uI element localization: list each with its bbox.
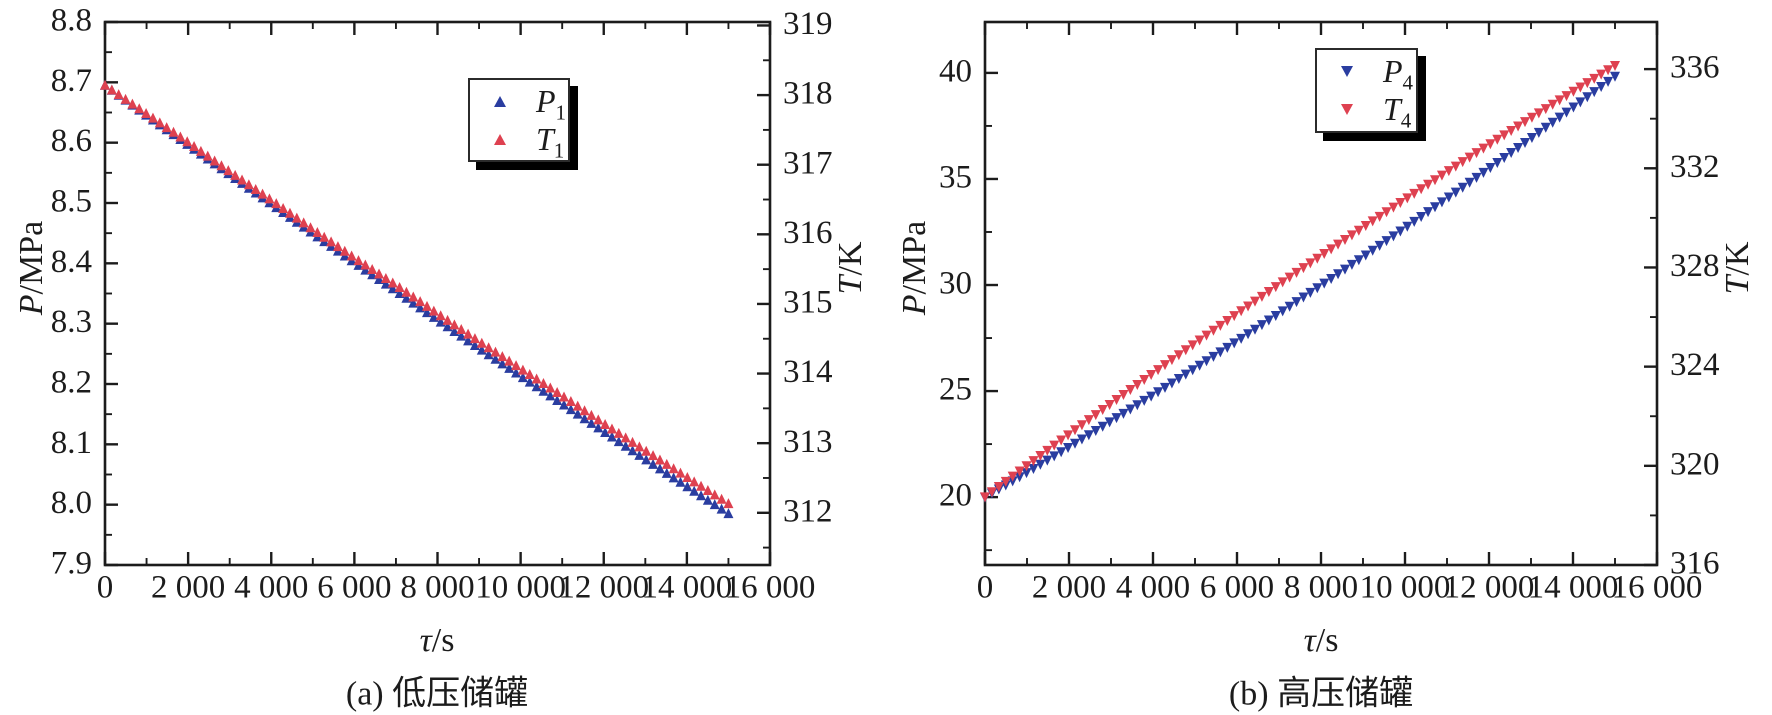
- svg-text:8 000: 8 000: [400, 570, 474, 606]
- svg-text:10 000: 10 000: [475, 570, 566, 606]
- tau-symbol: τ: [1303, 622, 1316, 659]
- legend-label-t4: T4: [1383, 91, 1412, 133]
- x-axis-label-b: τ/s: [1303, 622, 1339, 659]
- svg-text:16 000: 16 000: [1612, 570, 1703, 606]
- legend-marker-t4-triangle-icon: [1341, 104, 1353, 116]
- svg-text:8.2: 8.2: [51, 365, 92, 401]
- svg-text:332: 332: [1670, 149, 1720, 185]
- legend-label-t1: T1: [536, 120, 565, 162]
- svg-text:2 000: 2 000: [1032, 570, 1106, 606]
- legend-b: P4 T4: [1315, 48, 1418, 133]
- svg-text:2 000: 2 000: [151, 570, 225, 606]
- svg-text:12 000: 12 000: [1444, 570, 1535, 606]
- series-T4: [980, 60, 1620, 503]
- svg-text:8.5: 8.5: [51, 184, 92, 220]
- legend-item-p4: P4: [1341, 52, 1416, 95]
- svg-text:320: 320: [1670, 446, 1720, 482]
- svg-text:317: 317: [783, 145, 833, 181]
- svg-text:10 000: 10 000: [1360, 570, 1451, 606]
- pressure-symbol: P: [896, 294, 933, 316]
- svg-text:8.0: 8.0: [51, 485, 92, 521]
- legend-marker-p4-triangle-icon: [1341, 65, 1353, 77]
- svg-text:16 000: 16 000: [725, 570, 816, 606]
- legend-a: P1 T1: [468, 78, 570, 162]
- svg-text:313: 313: [783, 424, 833, 460]
- svg-text:8 000: 8 000: [1284, 570, 1358, 606]
- svg-text:20: 20: [939, 478, 972, 514]
- series-P4: [980, 71, 1620, 503]
- legend-label-p4: P4: [1383, 52, 1414, 95]
- svg-text:319: 319: [783, 6, 833, 42]
- svg-text:30: 30: [939, 266, 972, 302]
- plot-frame: [103, 20, 772, 567]
- temperature-symbol: T: [832, 275, 869, 295]
- svg-text:315: 315: [783, 285, 833, 321]
- caption-b: (b) 高压储罐: [1228, 675, 1414, 713]
- panel-a: 0 2 000 4 000 6 000 8 000 10 000 12 000 14 000 1…: [13, 3, 869, 713]
- svg-text:8.6: 8.6: [51, 123, 92, 159]
- svg-text:8.3: 8.3: [51, 304, 92, 340]
- tau-symbol: τ: [419, 622, 432, 659]
- svg-text:314: 314: [783, 354, 833, 390]
- caption-a: (a) 低压储罐: [345, 675, 529, 713]
- svg-text:316: 316: [783, 215, 833, 251]
- x-axis-label-a: τ/s: [419, 622, 455, 659]
- svg-text:35: 35: [939, 160, 972, 196]
- legend-item-t1: T1: [494, 120, 568, 162]
- y-axis-label-left-a: P/MPa: [13, 220, 50, 316]
- svg-text:0: 0: [97, 570, 114, 606]
- svg-text:0: 0: [977, 570, 994, 606]
- svg-text:8.7: 8.7: [51, 63, 92, 99]
- svg-text:40: 40: [939, 53, 972, 89]
- svg-text:8.8: 8.8: [51, 3, 92, 39]
- svg-text:336: 336: [1670, 50, 1720, 86]
- svg-text:324: 324: [1670, 347, 1720, 383]
- panel-b: 0 2 000 4 000 6 000 8 000 10 000 12 000 14 000 1…: [886, 0, 1772, 715]
- y-axis-label-right-b: T/K: [1719, 241, 1756, 295]
- svg-text:8.1: 8.1: [51, 425, 92, 461]
- svg-text:8.4: 8.4: [51, 244, 92, 280]
- y-axis-label-left-b: P/MPa: [896, 220, 933, 316]
- plot-frame: [983, 20, 1659, 567]
- svg-text:12 000: 12 000: [558, 570, 649, 606]
- pressure-symbol: P: [13, 294, 50, 316]
- svg-text:316: 316: [1670, 546, 1720, 582]
- legend-item-p1: P1: [494, 82, 568, 124]
- legend-marker-p1-triangle-icon: [494, 95, 506, 107]
- legend-label-p1: P1: [536, 82, 567, 124]
- svg-text:6 000: 6 000: [1200, 570, 1274, 606]
- axis-ticks: [103, 20, 772, 567]
- svg-text:312: 312: [783, 493, 833, 529]
- svg-text:7.9: 7.9: [51, 546, 92, 582]
- legend-marker-t1-triangle-icon: [494, 133, 506, 145]
- svg-text:25: 25: [939, 372, 972, 408]
- svg-text:6 000: 6 000: [317, 570, 391, 606]
- series-T1: [100, 79, 734, 509]
- svg-text:4 000: 4 000: [234, 570, 308, 606]
- y-axis-label-right-a: T/K: [832, 241, 869, 295]
- svg-text:328: 328: [1670, 248, 1720, 284]
- svg-text:4 000: 4 000: [1116, 570, 1190, 606]
- legend-item-t4: T4: [1341, 91, 1416, 133]
- svg-text:14 000: 14 000: [642, 570, 733, 606]
- svg-text:14 000: 14 000: [1528, 570, 1619, 606]
- svg-text:318: 318: [783, 76, 833, 112]
- temperature-symbol: T: [1719, 275, 1756, 295]
